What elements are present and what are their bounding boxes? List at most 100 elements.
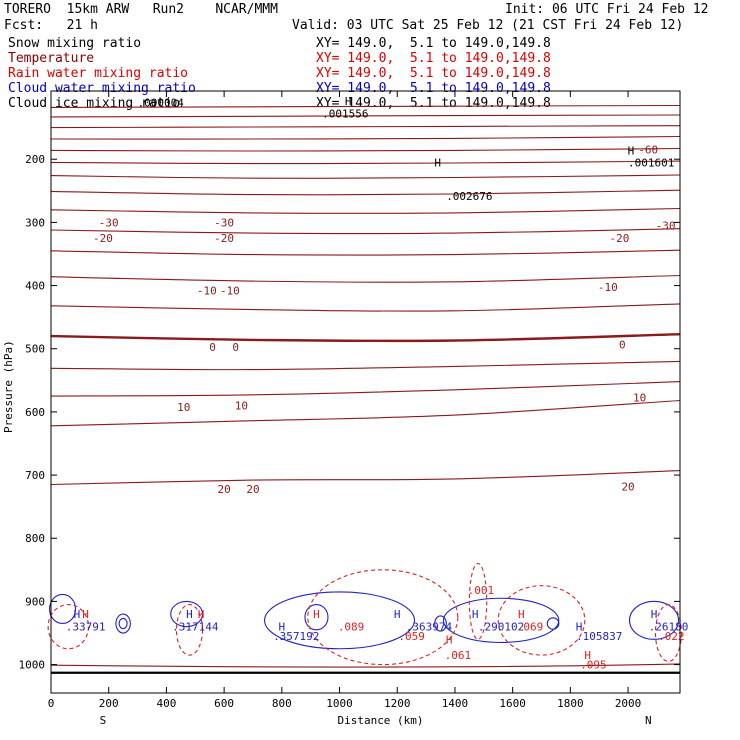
isotherm-label-7: -10 [197, 285, 217, 298]
snow-label-0: .000004 [137, 96, 184, 109]
field-xy-cloud-water: XY= 149.0, 5.1 to 149.0,149.8 [316, 81, 551, 96]
cloud-water-label-6: .26180 [649, 621, 689, 634]
isotherm--45 [50, 147, 681, 152]
cloud-water-contour-5 [263, 591, 416, 650]
isotherm--40 [50, 160, 681, 165]
isotherm-label-14: 10 [235, 400, 248, 413]
field-name-rain: Rain water mixing ratio [8, 66, 189, 81]
high-marker-5: H [186, 608, 193, 621]
isotherm--5 [50, 303, 681, 312]
isotherm-label-0: -30 [99, 216, 119, 229]
header-valid: Valid: 03 UTC Sat 25 Feb 12 (21 CST Fri … [292, 18, 684, 33]
rain-label-0: .001 [468, 584, 495, 597]
x-tick-label-1200: 1200 [384, 697, 411, 710]
cloud-water-contour-6 [434, 615, 447, 632]
cloud-water-contour-0 [48, 593, 77, 625]
high-marker-10: H [446, 633, 453, 646]
x-end-label-north: N [645, 714, 652, 727]
header-fcst: Fcst: 21 h [4, 18, 98, 33]
cloud-water-contour-8 [546, 617, 560, 630]
x-tick-label-200: 200 [99, 697, 119, 710]
isotherm--35 [50, 174, 681, 179]
cloud-water-contour-2 [118, 617, 128, 630]
isotherm-label-18: 20 [621, 480, 634, 493]
x-tick-label-0: 0 [48, 697, 55, 710]
cloud-water-label-2: .357192 [273, 630, 319, 643]
isotherm--60 [50, 114, 681, 118]
high-marker-13: H [576, 621, 583, 634]
isotherm--20 [50, 228, 681, 235]
high-marker-15: H [651, 608, 658, 621]
isotherm-label-1: -30 [214, 216, 234, 229]
y-tick-label-1000: 1000 [19, 659, 46, 672]
plot-frame [50, 90, 681, 694]
isotherm-label-4: -20 [214, 232, 234, 245]
rain-contour-12 [307, 569, 459, 666]
y-tick-label-800: 800 [25, 532, 45, 545]
isotherm-0 [50, 333, 681, 343]
field-name-temperature: Temperature [8, 51, 95, 66]
x-tick-label-1800: 1800 [557, 697, 584, 710]
isotherm-label-9: -10 [598, 281, 618, 294]
high-marker-9: H [394, 608, 401, 621]
cloud-water-contour-9 [628, 600, 680, 640]
field-xy-rain: XY= 149.0, 5.1 to 149.0,149.8 [316, 66, 551, 81]
x-tick-label-1000: 1000 [326, 697, 353, 710]
high-marker-2: H [628, 144, 635, 157]
field-xy-temperature: XY= 149.0, 5.1 to 149.0,149.8 [316, 51, 551, 66]
rain-contour-10 [47, 604, 90, 650]
rain-label-3: .061 [445, 649, 472, 662]
field-name-snow: Snow mixing ratio [8, 36, 142, 51]
rain-label-4: .069 [517, 621, 544, 634]
isotherm--10 [50, 274, 681, 283]
isotherm-10 [50, 381, 681, 397]
isotherm--55 [50, 125, 681, 129]
isotherm--25 [50, 207, 681, 214]
rain-label-1: .089 [338, 621, 365, 634]
x-tick-label-800: 800 [272, 697, 292, 710]
isotherm-20 [50, 470, 681, 486]
rain-label-6: .022 [658, 630, 685, 643]
x-tick-label-2000: 2000 [615, 697, 642, 710]
cloud-water-contour-7 [442, 597, 560, 644]
high-marker-8: H [313, 608, 320, 621]
y-tick-label-600: 600 [25, 406, 45, 419]
y-tick-label-500: 500 [25, 343, 45, 356]
high-marker-1: H [434, 156, 441, 169]
isotherm-label-8: -10 [220, 285, 240, 298]
isotherm-label-5: -20 [609, 232, 629, 245]
header-init: Init: 06 UTC Fri 24 Feb 12 [505, 2, 709, 17]
isotherm-label-3: -20 [93, 232, 113, 245]
field-xy-cloud-ice: XY= 149.0, 5.1 to 149.0,149.8 [316, 96, 551, 111]
y-axis-label: Pressure (hPa) [2, 340, 15, 433]
isotherm-5 [50, 360, 681, 371]
isotherm-label-17: 20 [246, 483, 259, 496]
cloud-water-label-0: .33791 [66, 621, 106, 634]
isotherm--50 [50, 135, 681, 140]
cloud-water-contour-4 [304, 604, 329, 631]
y-tick-label-300: 300 [25, 216, 45, 229]
high-marker-6: H [198, 608, 205, 621]
isotherm-label-2: -30 [656, 220, 676, 233]
x-tick-label-600: 600 [214, 697, 234, 710]
x-tick-label-400: 400 [156, 697, 176, 710]
high-marker-7: H [279, 621, 286, 634]
isotherm--30 [50, 189, 681, 196]
isotherm-label-10: 0 [209, 341, 216, 354]
x-axis-label: Distance (km) [337, 714, 423, 727]
cloud-water-label-5: .105837 [576, 630, 622, 643]
isotherm-label-11: 0 [232, 341, 239, 354]
isotherm-15 [50, 399, 681, 427]
isotherm--65 [50, 104, 681, 108]
x-tick-label-1400: 1400 [442, 697, 469, 710]
rain-contour-13 [468, 562, 488, 640]
y-tick-label-700: 700 [25, 469, 45, 482]
isotherm-label-12: 0 [619, 338, 626, 351]
cloud-water-contour-3 [170, 600, 204, 628]
cloud-water-label-1: .317144 [172, 621, 219, 634]
high-marker-0: H [345, 95, 352, 108]
snow-label-1: .001556 [322, 108, 368, 121]
rain-contour-11 [175, 603, 204, 656]
rain-contour-15 [654, 604, 683, 662]
